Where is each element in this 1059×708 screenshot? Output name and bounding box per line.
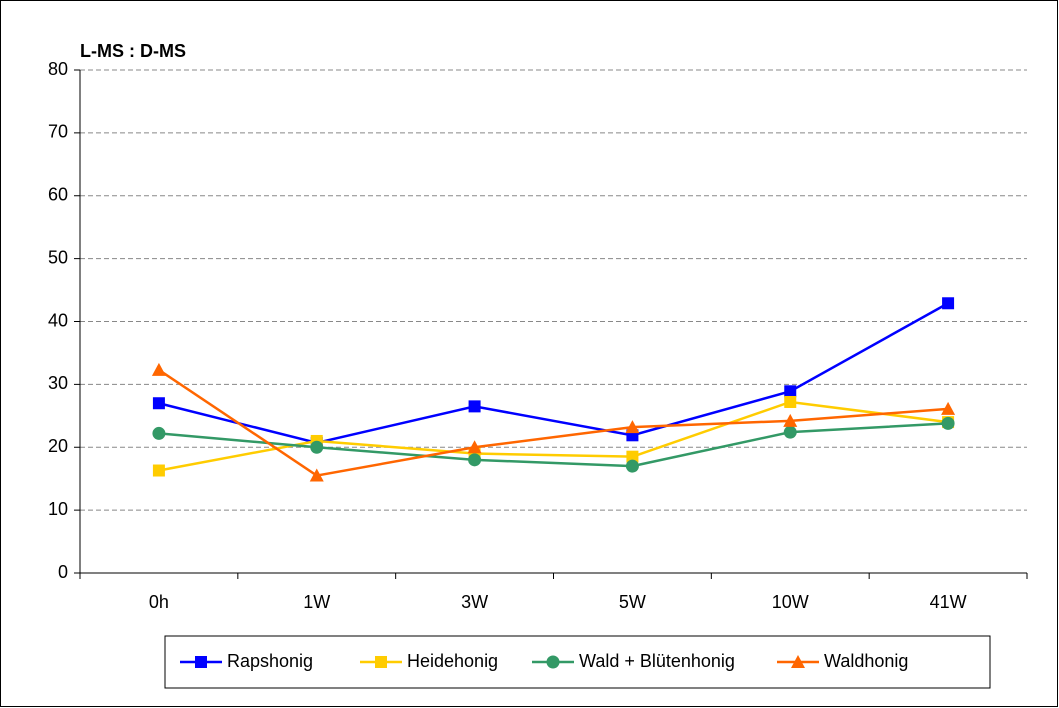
legend-box xyxy=(164,635,991,689)
x-tick-label: 3W xyxy=(461,592,488,612)
x-tick-label: 10W xyxy=(772,592,809,612)
y-tick-label: 80 xyxy=(48,59,68,79)
data-point xyxy=(941,416,955,430)
series-line xyxy=(158,302,949,445)
x-tick-label: 0h xyxy=(149,592,169,612)
data-point xyxy=(152,397,165,410)
x-tick-label: 1W xyxy=(303,592,330,612)
y-tick-label: 70 xyxy=(48,122,68,142)
data-point xyxy=(783,413,798,427)
y-tick-label: 60 xyxy=(48,185,68,205)
y-tick-label: 20 xyxy=(48,436,68,456)
data-point xyxy=(784,395,797,408)
x-tick-label: 5W xyxy=(619,592,646,612)
data-point xyxy=(152,464,165,477)
data-point xyxy=(468,453,482,467)
data-point xyxy=(784,385,797,398)
data-point xyxy=(468,400,481,413)
legend-label: Wald + Blütenhonig xyxy=(579,651,735,671)
data-point xyxy=(625,420,640,434)
y-tick-label: 50 xyxy=(48,247,68,267)
legend-label: Heidehonig xyxy=(407,651,498,671)
x-tick-label: 41W xyxy=(930,592,967,612)
data-point xyxy=(625,459,639,473)
data-point xyxy=(310,440,324,454)
y-tick-label: 30 xyxy=(48,373,68,393)
legend-marker xyxy=(195,656,207,668)
series-line xyxy=(158,422,949,468)
y-tick-label: 0 xyxy=(58,562,68,582)
data-point xyxy=(467,440,482,454)
chart-title: L-MS : D-MS xyxy=(80,41,186,61)
data-point xyxy=(942,297,955,310)
data-point xyxy=(626,450,639,463)
legend-marker xyxy=(791,655,805,668)
legend-marker xyxy=(375,656,387,668)
legend-marker xyxy=(546,655,560,669)
y-tick-label: 10 xyxy=(48,499,68,519)
data-point xyxy=(941,401,956,415)
legend-label: Waldhonig xyxy=(824,651,908,671)
legend-label: Rapshonig xyxy=(227,651,313,671)
data-point xyxy=(783,425,797,439)
y-tick-label: 40 xyxy=(48,310,68,330)
data-point xyxy=(309,468,324,482)
data-point xyxy=(152,426,166,440)
series-line xyxy=(158,368,949,477)
data-point xyxy=(151,362,166,376)
